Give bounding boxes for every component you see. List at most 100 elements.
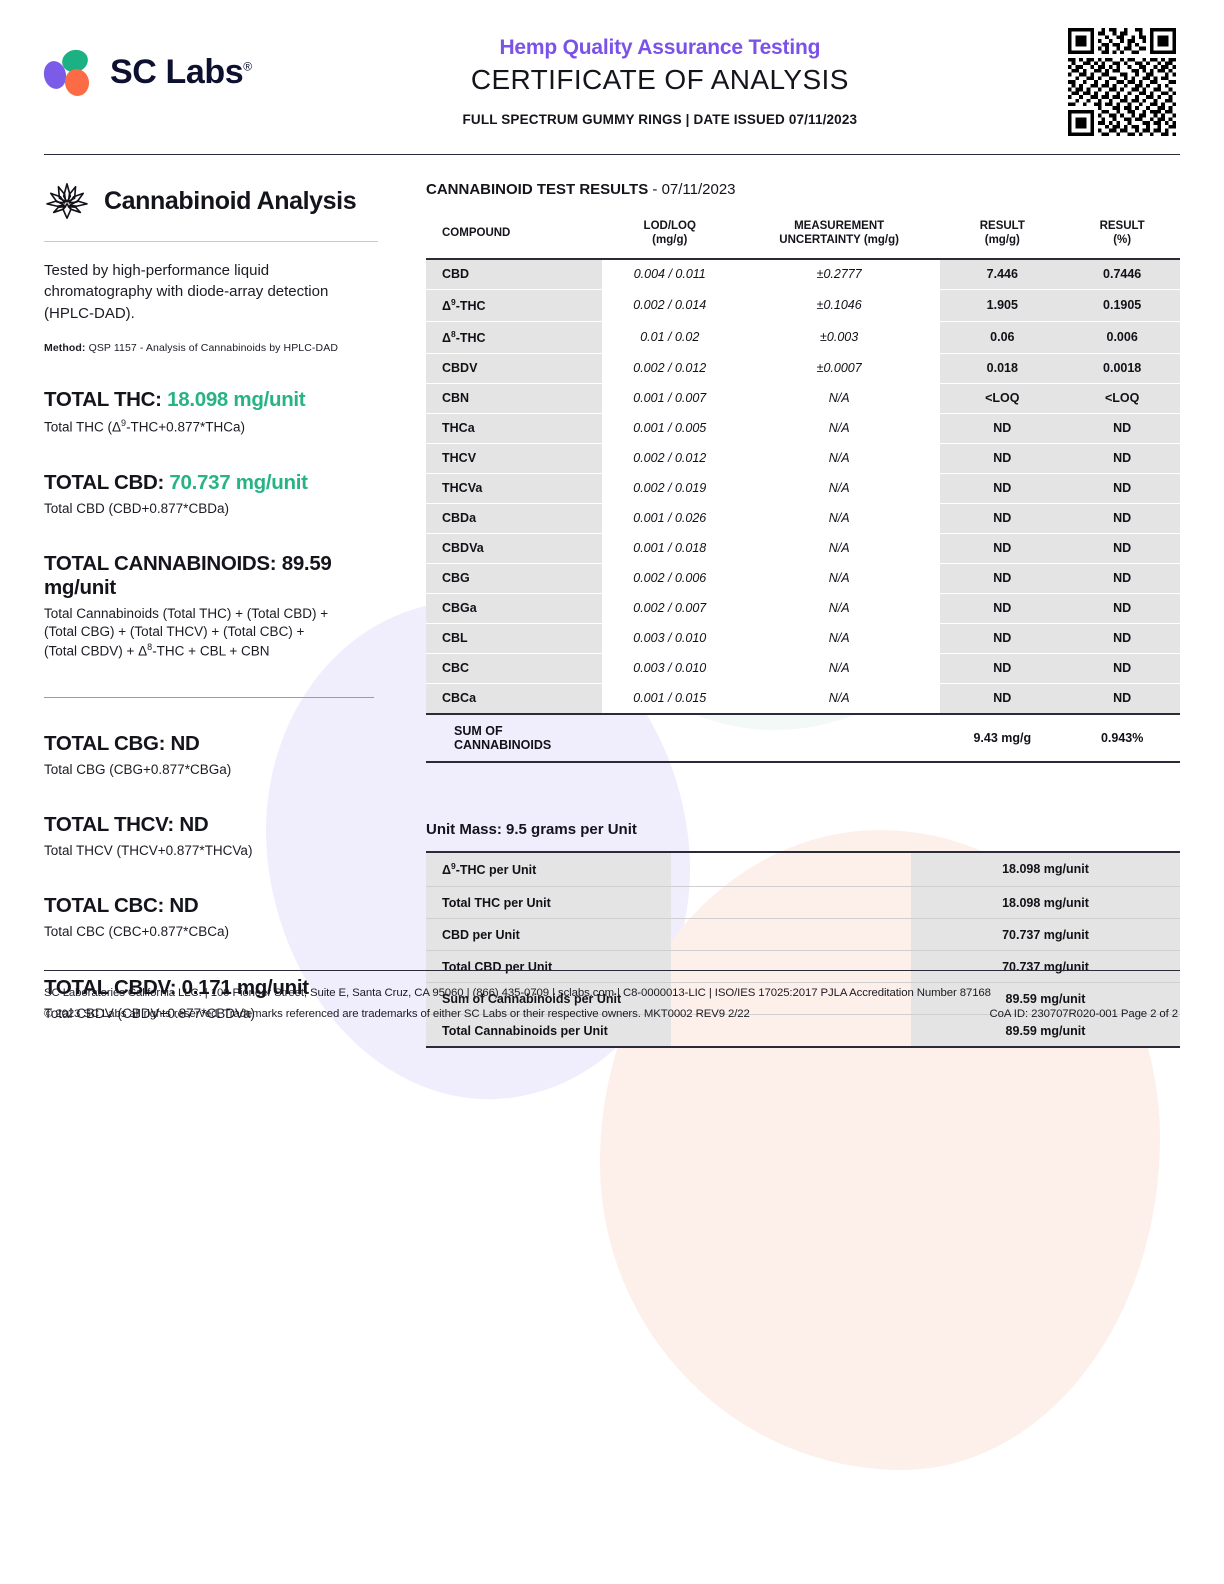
cell-mu: N/A <box>737 413 941 444</box>
total-thc-block: TOTAL THC: 18.098 mg/unit Total THC (Δ9-… <box>44 388 378 437</box>
footer-copyright: © 2023 SC Labs all rights reserved. Trad… <box>44 1008 750 1021</box>
sc-labs-logo: SC Labs® <box>41 26 252 98</box>
cell-mu: ±0.0007 <box>737 353 941 384</box>
results-caption-bold: CANNABINOID TEST RESULTS <box>426 181 649 198</box>
cell-compound: CBGa <box>426 593 602 624</box>
results-caption-date: - 07/11/2023 <box>648 181 736 198</box>
footer-divider <box>44 969 1180 971</box>
total-thc-label: TOTAL THC: <box>44 387 162 411</box>
unit-row-label: Δ9-THC per Unit <box>426 851 671 887</box>
unit-row-spacer <box>671 887 911 919</box>
total-cbc-value: ND <box>169 894 199 918</box>
footer-legal-line: © 2023 SC Labs all rights reserved. Trad… <box>44 1004 1180 1026</box>
total-thc-value: 18.098 mg/unit <box>167 387 306 411</box>
cell-mu: N/A <box>737 683 941 715</box>
results-caption: CANNABINOID TEST RESULTS - 07/11/2023 <box>426 181 1180 198</box>
brand-name: SC Labs® <box>110 53 252 92</box>
totals-divider <box>44 696 374 698</box>
total-thc-note-pre: Total THC (Δ <box>44 419 122 435</box>
page-footer: SC Laboratories California LLC. | 100 Pi… <box>0 969 1224 1026</box>
cell-compound: Δ9-THC <box>426 289 602 322</box>
cell-pct: ND <box>1064 653 1180 684</box>
total-cbc-block: TOTAL CBC: ND Total CBC (CBC+0.877*CBCa) <box>44 894 378 941</box>
page-content: Cannabinoid Analysis Tested by high-perf… <box>0 181 1224 1048</box>
cell-pct: 0.1905 <box>1064 289 1180 322</box>
cell-lodloq: 0.001 / 0.026 <box>601 503 738 534</box>
cell-lodloq: 0.001 / 0.005 <box>601 413 738 444</box>
results-header-row: COMPOUND LOD/LOQ (mg/g) MEASUREMENT UNCE… <box>426 214 1180 259</box>
cell-mg-g: 0.018 <box>940 353 1065 384</box>
cell-lodloq: 0.004 / 0.011 <box>601 258 738 290</box>
cell-lodloq: 0.002 / 0.014 <box>601 289 738 322</box>
unit-row-spacer <box>671 919 911 951</box>
cell-mu: N/A <box>737 503 941 534</box>
cell-mg-g: ND <box>940 683 1065 715</box>
table-row: CBCa 0.001 / 0.015 N/A ND ND <box>426 683 1180 715</box>
results-table-body: CBD 0.004 / 0.011 ±0.2777 7.446 0.7446 Δ9-THC… <box>426 258 1180 715</box>
cell-pct: <LOQ <box>1064 383 1180 414</box>
qr-code-icon[interactable] <box>1068 28 1176 136</box>
list-item: CBD per Unit 70.737 mg/unit <box>426 918 1180 951</box>
analysis-description: Tested by high-performance liquid chroma… <box>44 262 329 322</box>
sum-pct: 0.943% <box>1064 712 1180 763</box>
total-cbc-label: TOTAL CBC: <box>44 894 164 918</box>
cell-pct: 0.7446 <box>1064 258 1180 290</box>
cell-compound: CBC <box>426 653 602 684</box>
col-lod-loq: LOD/LOQ (mg/g) <box>602 214 738 259</box>
total-cbd-block: TOTAL CBD: 70.737 mg/unit Total CBD (CBD… <box>44 471 378 518</box>
cell-mg-g: <LOQ <box>940 383 1065 414</box>
cell-mg-g: ND <box>940 473 1065 504</box>
total-thc-line: TOTAL THC: 18.098 mg/unit <box>44 388 378 412</box>
total-cbg-value: ND <box>170 731 200 755</box>
total-thc-note: Total THC (Δ9-THC+0.877*THCa) <box>44 417 378 437</box>
sum-label: SUM OF CANNABINOIDS <box>426 712 602 763</box>
cell-mg-g: ND <box>940 413 1065 444</box>
total-cannabinoids-note-3a: (Total CBDV) + Δ <box>44 643 148 659</box>
sc-labs-logo-mark-icon <box>41 46 96 98</box>
header-divider <box>44 154 1180 155</box>
cell-mu: N/A <box>737 623 941 654</box>
cell-lodloq: 0.002 / 0.019 <box>601 473 738 504</box>
cell-lodloq: 0.002 / 0.006 <box>601 563 738 594</box>
total-cbd-label: TOTAL CBD: <box>44 470 164 494</box>
total-thc-note-sup: 9 <box>121 417 127 428</box>
col-mu-l1: MEASUREMENT <box>794 220 885 232</box>
page-title: CERTIFICATE OF ANALYSIS <box>470 64 849 95</box>
cell-mg-g: ND <box>940 443 1065 474</box>
col-result-mgg-l2: (mg/g) <box>984 233 1020 246</box>
total-cbd-line: TOTAL CBD: 70.737 mg/unit <box>44 471 378 495</box>
cell-compound: CBDVa <box>426 533 602 564</box>
total-cbg-line: TOTAL CBG: ND <box>44 732 378 756</box>
table-row: CBGa 0.002 / 0.007 N/A ND ND <box>426 593 1180 624</box>
cell-mg-g: 7.446 <box>940 258 1065 290</box>
cell-mg-g: ND <box>940 533 1065 564</box>
header-kicker: Hemp Quality Assurance Testing <box>499 36 821 59</box>
total-cbg-label: TOTAL CBG: <box>44 731 166 755</box>
cell-lodloq: 0.001 / 0.015 <box>601 683 738 715</box>
sum-mgg: 9.43 mg/g <box>940 712 1065 763</box>
cell-mu: N/A <box>737 443 941 474</box>
cell-mu: ±0.2777 <box>737 258 941 290</box>
col-result-pct-l2: (%) <box>1113 233 1132 246</box>
total-cannabinoids-note-2: (Total CBG) + (Total THCV) + (Total CBC)… <box>44 624 305 640</box>
cell-mg-g: ND <box>940 653 1065 684</box>
total-cannabinoids-note-1: Total Cannabinoids (Total THC) + (Total … <box>44 605 329 621</box>
cannabinoid-analysis-panel: Cannabinoid Analysis Tested by high-perf… <box>44 181 404 1048</box>
cell-mg-g: ND <box>940 563 1065 594</box>
sum-of-cannabinoids-row: SUM OF CANNABINOIDS 9.43 mg/g 0.943% <box>426 712 1180 763</box>
cell-compound: CBCa <box>426 683 602 715</box>
col-lod-loq-l1: LOD/LOQ <box>643 220 696 232</box>
unit-row-label: Total THC per Unit <box>426 886 671 919</box>
total-cbdv-note: Total CBDV (CBDV+0.877*CBDVa) <box>44 1005 255 1021</box>
total-cannabinoids-note-3b: -THC + CBL + CBN <box>152 643 270 659</box>
total-thcv-block: TOTAL THCV: ND Total THCV (THCV+0.877*TH… <box>44 813 378 860</box>
table-row: Δ8-THC 0.01 / 0.02 ±0.003 0.06 0.006 <box>426 321 1180 354</box>
unit-row-value: 18.098 mg/unit <box>911 851 1180 887</box>
logo-blob-orange-icon <box>62 67 92 98</box>
cell-mg-g: 1.905 <box>940 289 1065 322</box>
cell-mu: N/A <box>737 653 941 684</box>
total-cbg-note: Total CBG (CBG+0.877*CBGa) <box>44 761 232 777</box>
cell-mu: N/A <box>737 383 941 414</box>
cell-compound: CBDV <box>426 353 602 384</box>
unit-mass-heading: Unit Mass: 9.5 grams per Unit <box>426 820 637 838</box>
